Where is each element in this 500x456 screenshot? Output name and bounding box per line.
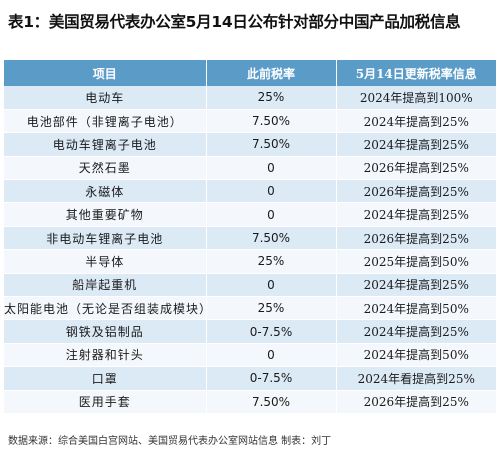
updated-rate-cell: 2024年提高到25% [336, 109, 496, 134]
product-cell: 永磁体 [4, 179, 207, 204]
prior-rate-cell: 25% [206, 249, 337, 274]
product-cell: 电动车 [4, 86, 207, 110]
table-row: 注射器和针头 0 2024年提高到50% [4, 343, 496, 368]
tariff-table: 项目 此前税率 5月14日更新税率信息 电动车 25% 2024年提高到100% 电池… [4, 60, 496, 414]
table-row: 钢铁及铝制品 0-7.5% 2024年提高到25% [4, 319, 496, 344]
prior-rate-cell: 0 [206, 202, 337, 227]
product-cell: 电动车锂离子电池 [4, 132, 207, 157]
prior-rate-cell: 25% [206, 86, 337, 110]
updated-rate-cell: 2026年提高到25% [336, 390, 496, 414]
product-cell: 口罩 [4, 366, 207, 391]
table-row: 半导体 25% 2025年提高到50% [4, 249, 496, 274]
product-cell: 钢铁及铝制品 [4, 319, 207, 344]
product-cell: 注射器和针头 [4, 343, 207, 368]
header-row: 项目 此前税率 5月14日更新税率信息 [4, 60, 496, 86]
prior-rate-cell: 7.50% [206, 132, 337, 157]
table-row: 电动车 25% 2024年提高到100% [4, 86, 496, 110]
updated-rate-cell: 2026年提高到25% [336, 156, 496, 181]
product-cell: 非电动车锂离子电池 [4, 226, 207, 251]
prior-rate-cell: 7.50% [206, 226, 337, 251]
updated-rate-cell: 2026年提高到25% [336, 226, 496, 251]
updated-rate-cell: 2024年提高到25% [336, 132, 496, 157]
updated-rate-cell: 2024年提高到50% [336, 296, 496, 321]
header-updated-rate: 5月14日更新税率信息 [336, 60, 496, 86]
table-row: 口罩 0-7.5% 2024年看提高到25% [4, 366, 496, 391]
prior-rate-cell: 7.50% [206, 390, 337, 414]
table-row: 其他重要矿物 0 2024年提高到25% [4, 202, 496, 227]
header-product: 项目 [4, 60, 207, 86]
source-note: 数据来源：综合美国白宫网站、美国贸易代表办公室网站信息 制表：刘丁 [8, 436, 332, 447]
table-row: 电动车锂离子电池 7.50% 2024年提高到25% [4, 132, 496, 157]
prior-rate-cell: 0-7.5% [206, 319, 337, 344]
prior-rate-cell: 0 [206, 273, 337, 298]
product-cell: 电池部件（非锂离子电池） [4, 109, 207, 134]
header-prior-rate: 此前税率 [206, 60, 337, 86]
table-row: 永磁体 0 2026年提高到25% [4, 179, 496, 204]
prior-rate-cell: 0 [206, 343, 337, 368]
product-cell: 太阳能电池（无论是否组装成模块） [4, 296, 207, 321]
updated-rate-cell: 2024年提高到100% [336, 86, 496, 110]
prior-rate-cell: 7.50% [206, 109, 337, 134]
table-body: 电动车 25% 2024年提高到100% 电池部件（非锂离子电池） 7.50% 2024年… [4, 86, 496, 414]
table-row: 太阳能电池（无论是否组装成模块） 25% 2024年提高到50% [4, 296, 496, 321]
product-cell: 半导体 [4, 249, 207, 274]
product-cell: 天然石墨 [4, 156, 207, 181]
updated-rate-cell: 2024年提高到25% [336, 202, 496, 227]
table-row: 非电动车锂离子电池 7.50% 2026年提高到25% [4, 226, 496, 251]
table-row: 天然石墨 0 2026年提高到25% [4, 156, 496, 181]
table-row: 船岸起重机 0 2024年提高到25% [4, 273, 496, 298]
table-row: 医用手套 7.50% 2026年提高到25% [4, 390, 496, 414]
product-cell: 医用手套 [4, 390, 207, 414]
prior-rate-cell: 0 [206, 156, 337, 181]
product-cell: 船岸起重机 [4, 273, 207, 298]
prior-rate-cell: 25% [206, 296, 337, 321]
updated-rate-cell: 2025年提高到50% [336, 249, 496, 274]
updated-rate-cell: 2026年提高到25% [336, 179, 496, 204]
product-cell: 其他重要矿物 [4, 202, 207, 227]
prior-rate-cell: 0-7.5% [206, 366, 337, 391]
updated-rate-cell: 2024年提高到25% [336, 273, 496, 298]
updated-rate-cell: 2024年提高到25% [336, 319, 496, 344]
table-row: 电池部件（非锂离子电池） 7.50% 2024年提高到25% [4, 109, 496, 134]
table-title: 表1：美国贸易代表办公室5月14日公布针对部分中国产品加税信息 [8, 13, 461, 31]
table-header: 项目 此前税率 5月14日更新税率信息 [4, 60, 496, 86]
updated-rate-cell: 2024年提高到50% [336, 343, 496, 368]
updated-rate-cell: 2024年看提高到25% [336, 366, 496, 391]
prior-rate-cell: 0 [206, 179, 337, 204]
